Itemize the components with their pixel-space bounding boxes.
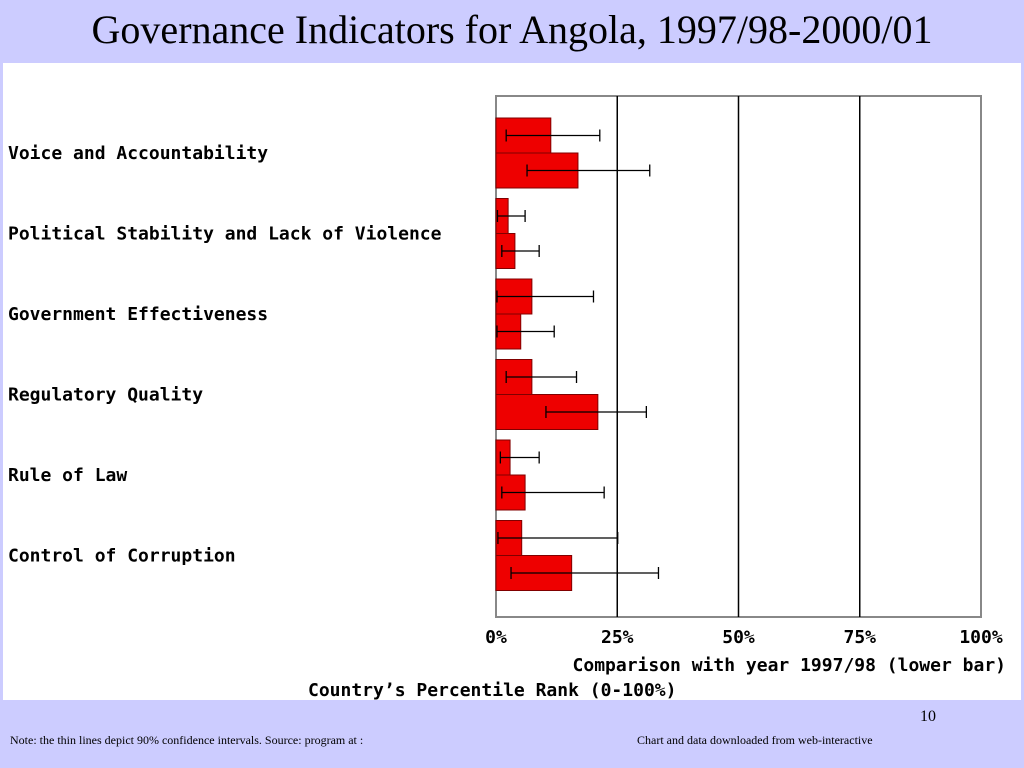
x-axis-label-percentile: Country’s Percentile Rank (0-100%) (308, 680, 676, 700)
x-axis-label-comparison: Comparison with year 1997/98 (lower bar) (573, 655, 1006, 676)
slide-title: Governance Indicators for Angola, 1997/9… (91, 7, 933, 52)
tick-label: 75% (843, 627, 876, 648)
category-label: Government Effectiveness (8, 304, 268, 325)
category-label: Rule of Law (8, 465, 127, 486)
category-label: Voice and Accountability (8, 143, 268, 164)
download-note: Chart and data downloaded from web-inter… (637, 733, 873, 747)
category-label: Control of Corruption (8, 546, 236, 567)
slide-number: 10 (920, 708, 936, 725)
source-note: Note: the thin lines depict 90% confiden… (10, 733, 364, 747)
chart-panel: Voice and Accountability Political Stabil… (3, 63, 1021, 700)
tick-label: 100% (959, 627, 1003, 648)
category-label: Regulatory Quality (8, 385, 203, 406)
category-label: Political Stability and Lack of Violence (8, 224, 442, 245)
tick-label: 50% (722, 627, 755, 648)
tick-label: 0% (485, 627, 507, 648)
governance-chart: Voice and Accountability Political Stabil… (8, 95, 1006, 700)
tick-label: 25% (601, 627, 634, 648)
